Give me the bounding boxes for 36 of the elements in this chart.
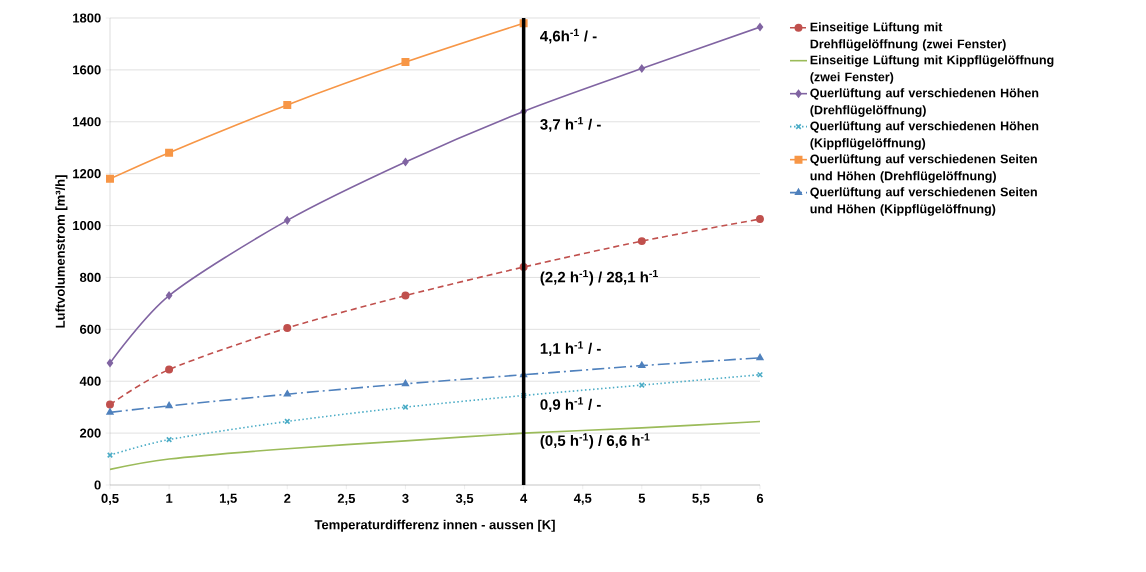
annotation: (2,2 h$^{-1}$) / 28,1 h$^{-1}$ (540, 269, 658, 286)
annotation: 4,6h$^{-1}$ / - (540, 28, 597, 44)
x-tick-label: 3,5 (455, 493, 474, 505)
y-tick-label: 1400 (73, 117, 101, 127)
legend-label: Querlüftung auf verschiedenen Höhen (Drehflügelöffnung) (810, 88, 1039, 117)
legend-label: Querlüftung auf verschiedenen Seiten und Höhen (Drehflügelöffnung) (810, 154, 1037, 183)
y-tick-label: 1200 (73, 169, 101, 179)
x-tick-label: 5,5 (692, 493, 710, 505)
y-tick-label: 600 (79, 324, 101, 334)
y-tick-label: 400 (79, 376, 101, 386)
x-tick-label: 4 (520, 493, 528, 503)
x-axis-title: Temperaturdifferenz innen - aussen [K] (314, 519, 555, 532)
annotation: 3,7 h$^{-1}$ / - (540, 117, 601, 132)
y-axis-title: Luftvolumenstrom [m³/h] (55, 175, 68, 328)
x-tick-label: 3 (402, 493, 409, 503)
y-tick-label: 800 (79, 272, 101, 283)
x-tick-label: 1 (166, 493, 173, 503)
legend-label: Einseitige Lüftung mit Kippflügelöffnung (zwei Fenster) (810, 55, 1054, 84)
x-tick-label: 1,5 (219, 493, 237, 505)
annotation: (0,5 h$^{-1}$) / 6,6 h$^{-1}$ (540, 433, 650, 449)
legend-label: Einseitige Lüftung mit Drehflügelöffnung (zwei Fenster) (810, 22, 1006, 51)
annotation: 0,9 h$^{-1}$ / - (540, 397, 601, 413)
y-tick-label: 1600 (73, 65, 101, 75)
x-tick-label: 4,5 (573, 493, 592, 505)
x-tick-label: 0,5 (101, 493, 119, 505)
y-tick-label: 0 (94, 480, 101, 490)
x-tick-label: 2 (284, 493, 291, 503)
legend-label: Querlüftung auf verschiedenen Seiten und Höhen (Kippflügelöffnung) (810, 187, 1037, 216)
y-tick-label: 1800 (73, 13, 101, 23)
x-tick-label: 6 (756, 493, 764, 503)
annotation: 1,1 h$^{-1}$ / - (540, 341, 601, 357)
y-tick-label: 1000 (73, 220, 101, 231)
x-tick-label: 2,5 (337, 493, 356, 505)
y-tick-label: 200 (79, 428, 101, 438)
legend-label: Querlüftung auf verschiedenen Höhen (Kippflügelöffnung) (810, 121, 1039, 150)
x-tick-label: 5 (638, 493, 646, 503)
